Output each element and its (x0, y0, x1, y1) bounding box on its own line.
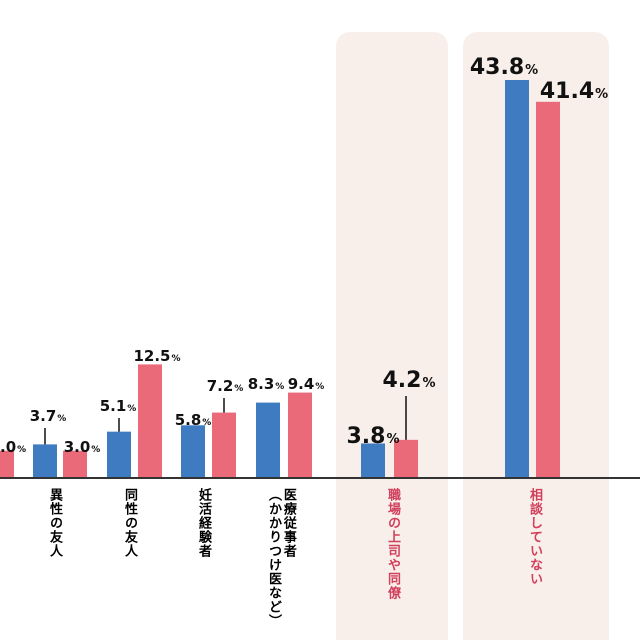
category-label: 同性の友人 (121, 488, 137, 558)
value-label-b: 3.0% (64, 438, 101, 456)
category-label-line1: 職場の上司や同僚 (384, 488, 400, 600)
bar-series-a (505, 80, 529, 478)
value-label-b: 4.2% (382, 368, 435, 393)
category-label-line1: 同性の友人 (121, 488, 137, 558)
bar-series-b (63, 450, 87, 478)
category-label: 相談していない (526, 488, 542, 586)
category-label-line1: 異性の友人 (46, 488, 62, 558)
value-label-b: 41.4% (540, 79, 608, 104)
value-label-a: 43.8% (470, 55, 538, 80)
category-label-line1: 相談していない (526, 488, 542, 586)
value-label-a: 5.1% (100, 397, 137, 415)
highlight-panel (336, 32, 448, 640)
category-label-line1: 妊活経験者 (195, 488, 211, 558)
bar-series-b (288, 392, 312, 478)
bar-series-a (256, 402, 280, 478)
bar-series-b (138, 364, 162, 478)
value-label-a: 8.3% (248, 375, 285, 393)
bar-series-a (107, 431, 131, 478)
category-label-line2: （かかりつけ医など） (265, 488, 281, 628)
value-label-b: .0% (0, 438, 26, 456)
bar-series-b (0, 450, 14, 478)
bar-series-a (181, 425, 205, 478)
category-label-line1: 医療従事者 (280, 488, 296, 558)
bar-series-b (394, 439, 418, 478)
value-label-a: 3.7% (30, 407, 67, 425)
bar-series-a (33, 444, 57, 478)
category-label: 妊活経験者 (195, 488, 211, 558)
bar-series-b (212, 412, 236, 478)
value-label-a: 3.8% (346, 424, 399, 449)
bar-series-a (361, 443, 385, 478)
category-label: 異性の友人 (46, 488, 62, 558)
value-label-a: 5.8% (175, 411, 212, 429)
category-label: 職場の上司や同僚 (384, 488, 400, 600)
value-label-b: 12.5% (133, 347, 180, 365)
value-label-b: 9.4% (288, 375, 325, 393)
bar-series-b (536, 101, 560, 478)
value-label-b: 7.2% (207, 377, 244, 395)
category-label: 医療従事者（かかりつけ医など） (265, 488, 296, 640)
